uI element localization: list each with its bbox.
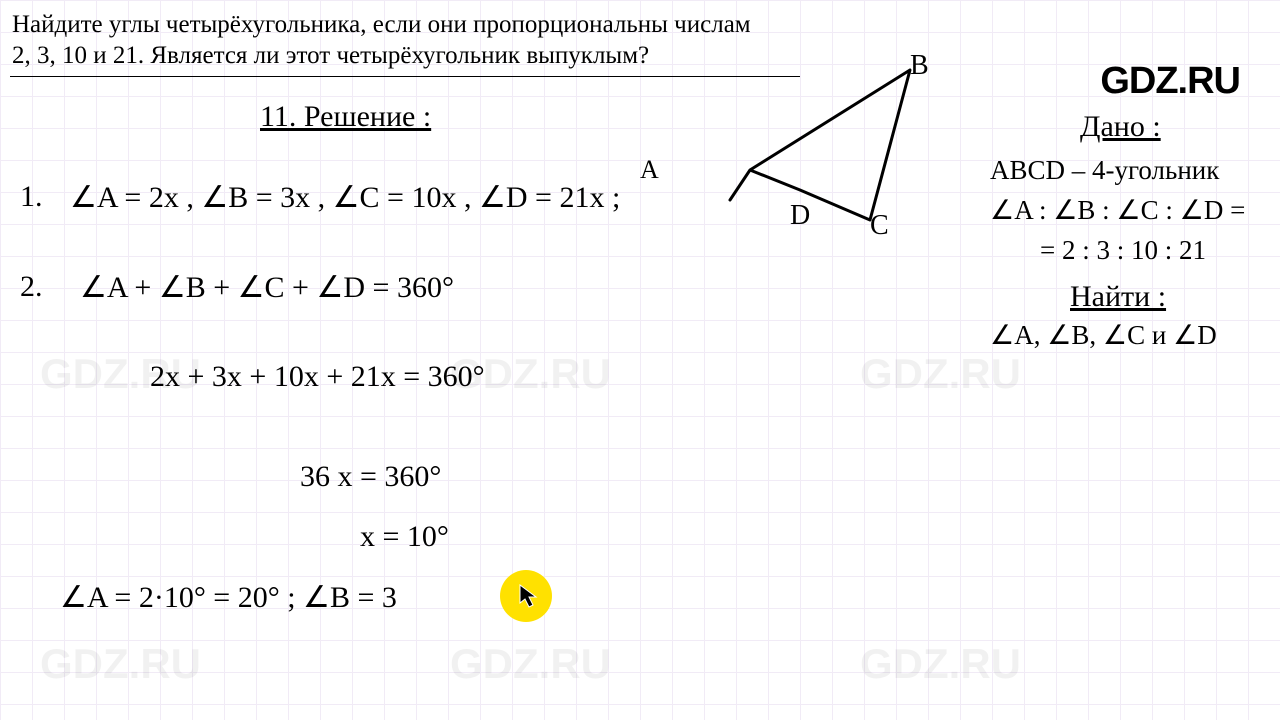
problem-line2: 2, 3, 10 и 21. Является ли этот четырёху…: [12, 42, 649, 69]
given-line3: = 2 : 3 : 10 : 21: [1040, 235, 1206, 266]
step2-text: ∠A + ∠B + ∠C + ∠D = 360°: [80, 270, 454, 305]
quadrilateral-sketch: [710, 50, 970, 250]
problem-line1: Найдите углы четырёхугольника, если они …: [12, 11, 751, 38]
sketch-label-a-top: A: [640, 155, 659, 185]
step1-number: 1.: [20, 180, 43, 214]
solution-heading: 11. Решение :: [260, 100, 431, 134]
equation-1: 2x + 3x + 10x + 21x = 360°: [150, 360, 485, 394]
given-line2: ∠A : ∠B : ∠C : ∠D =: [990, 195, 1245, 226]
find-text: ∠A, ∠B, ∠C и ∠D: [990, 320, 1217, 351]
equation-2: 36 x = 360°: [300, 460, 441, 494]
find-title: Найти :: [1070, 280, 1166, 314]
sketch-label-c: C: [870, 210, 889, 242]
result-line: ∠A = 2·10° = 20° ; ∠B = 3: [60, 580, 397, 615]
given-line1: ABCD – 4-угольник: [990, 155, 1219, 186]
given-title: Дано :: [1080, 110, 1161, 144]
sketch-label-b: B: [910, 50, 929, 82]
step1-text: ∠A = 2x , ∠B = 3x , ∠C = 10x , ∠D = 21x …: [70, 180, 620, 215]
sketch-label-d: D: [790, 200, 810, 232]
step2-number: 2.: [20, 270, 43, 304]
problem-statement: Найдите углы четырёхугольника, если они …: [10, 5, 800, 77]
equation-3: x = 10°: [360, 520, 449, 554]
site-logo: GDZ.RU: [1100, 60, 1240, 103]
